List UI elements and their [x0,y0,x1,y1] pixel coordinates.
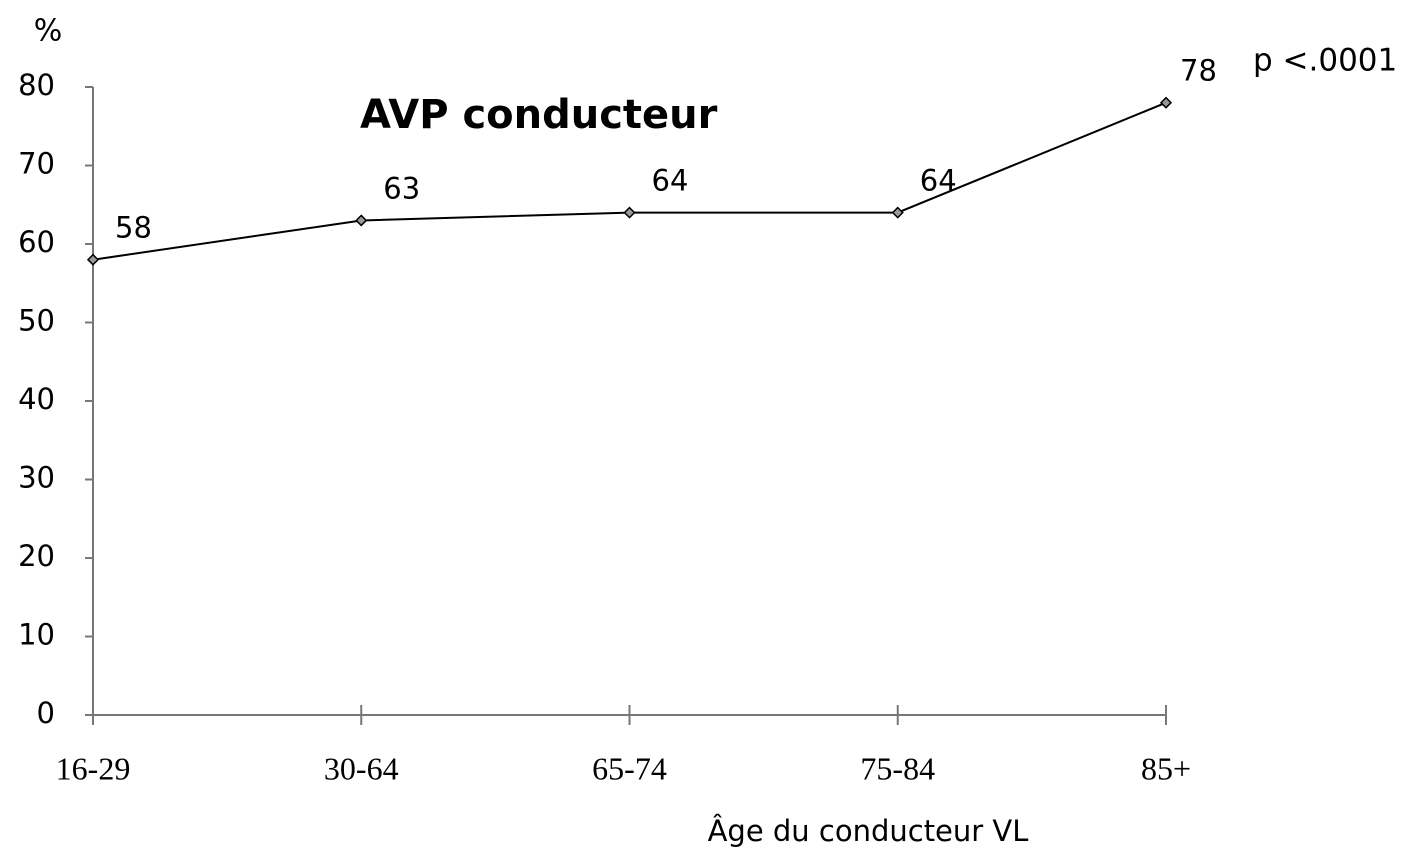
y-tick-label: 80 [18,68,55,102]
x-tick-label: 75-84 [860,750,935,786]
y-tick-label: 0 [37,696,55,730]
y-tick-label: 20 [18,539,55,573]
marker [355,214,368,227]
data-label: 63 [383,171,420,205]
x-tick-label: 65-74 [592,750,667,786]
y-tick-label: 50 [18,304,55,338]
data-label: 58 [115,211,152,245]
chart-title: AVP conducteur [360,92,718,138]
y-axis-label: % [34,14,63,49]
x-tick-label: 30-64 [324,750,399,786]
y-tick-label: 40 [18,382,55,416]
marker [86,253,100,266]
marker [623,206,636,219]
data-label: 64 [920,164,957,198]
x-axis-label: Âge du conducteur VL [708,814,1029,848]
y-tick-label: 10 [18,618,55,652]
y-tick-label: 70 [18,147,55,181]
annotation: p <.0001 [1253,43,1397,79]
data-label: 78 [1180,54,1217,88]
data-label: 64 [652,164,689,198]
marker [891,206,904,219]
x-tick-label: 85+ [1141,750,1191,786]
marker [1159,96,1173,109]
x-tick-label: 16-29 [56,750,131,786]
y-tick-label: 30 [18,461,55,495]
y-tick-label: 60 [18,225,55,259]
